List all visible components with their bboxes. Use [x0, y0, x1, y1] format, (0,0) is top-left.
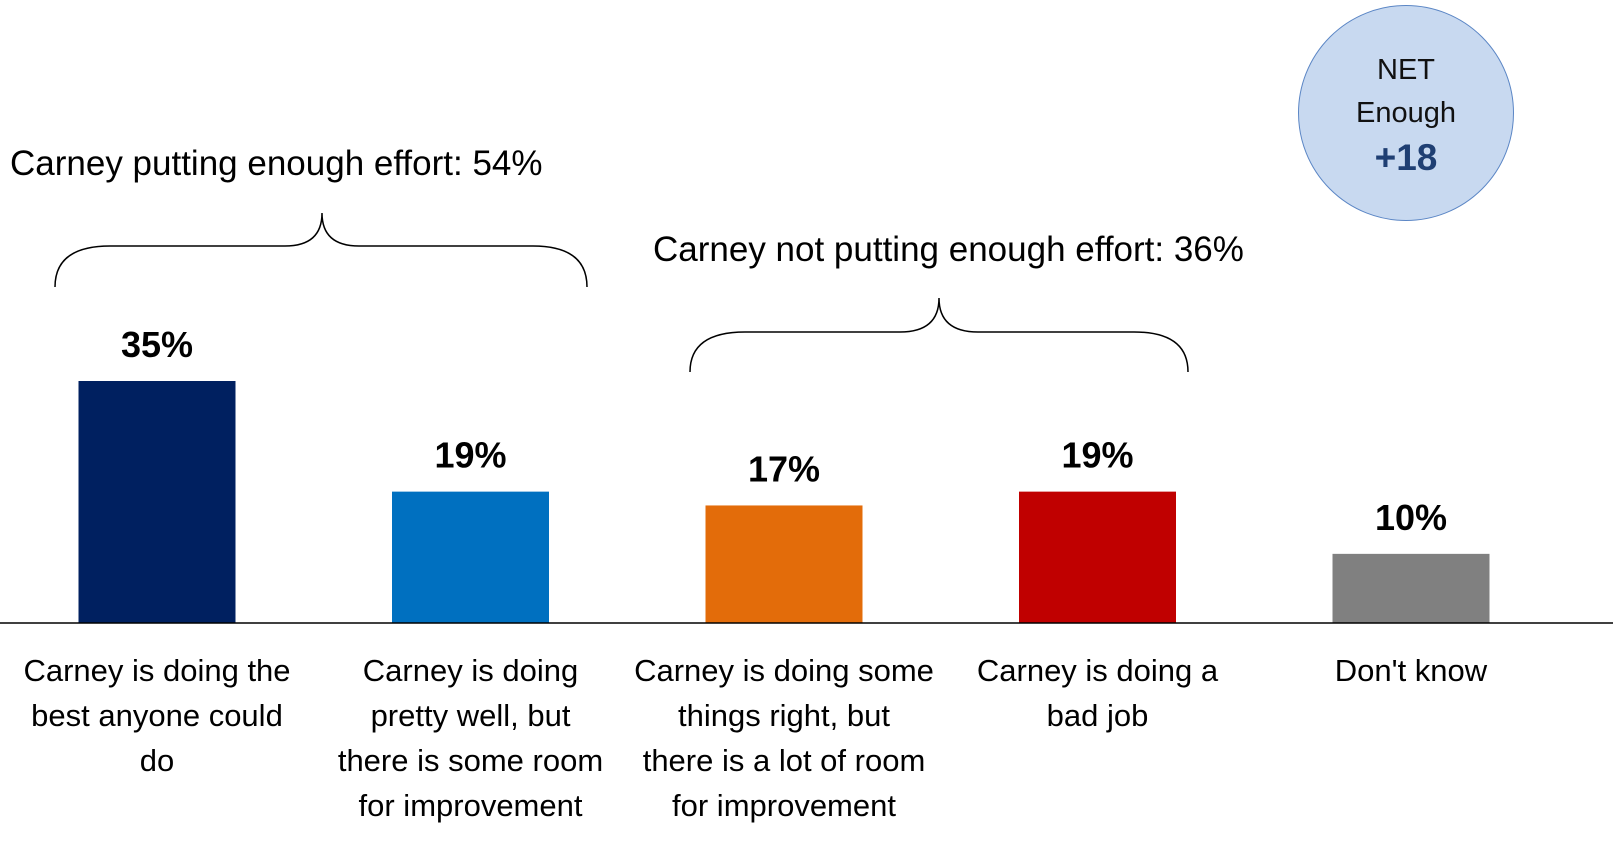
brace-enough: [54, 212, 588, 288]
net-value: +18: [1374, 137, 1438, 178]
category-label-5: Don't know: [1334, 653, 1488, 688]
value-label-4: 19%: [1061, 435, 1133, 476]
bar-1: [78, 381, 236, 623]
value-label-3: 17%: [748, 448, 820, 489]
value-label-2: 19%: [434, 435, 506, 476]
bar-3: [705, 505, 863, 623]
value-label-1: 35%: [121, 324, 193, 365]
bar-2: [392, 491, 549, 623]
category-label-2: Carney is doing pretty well, but there is …: [337, 653, 604, 823]
category-label-3: Carney is doing some things right, but the…: [634, 653, 934, 823]
enough-label: Enough: [1356, 97, 1456, 129]
category-label-1: Carney is doing the best anyone could do: [23, 653, 291, 778]
value-label-5: 10%: [1375, 497, 1447, 538]
brace-not-enough: [689, 297, 1189, 373]
enough-effort-label: Carney putting enough effort: 54%: [10, 144, 543, 183]
category-label-4: Carney is doing a bad job: [976, 653, 1219, 733]
bar-4: [1019, 491, 1176, 623]
net-enough-badge: NET Enough +18: [1298, 5, 1514, 221]
net-label: NET: [1377, 54, 1435, 86]
bar-5: [1332, 553, 1490, 623]
not-enough-effort-label: Carney not putting enough effort: 36%: [653, 230, 1244, 269]
